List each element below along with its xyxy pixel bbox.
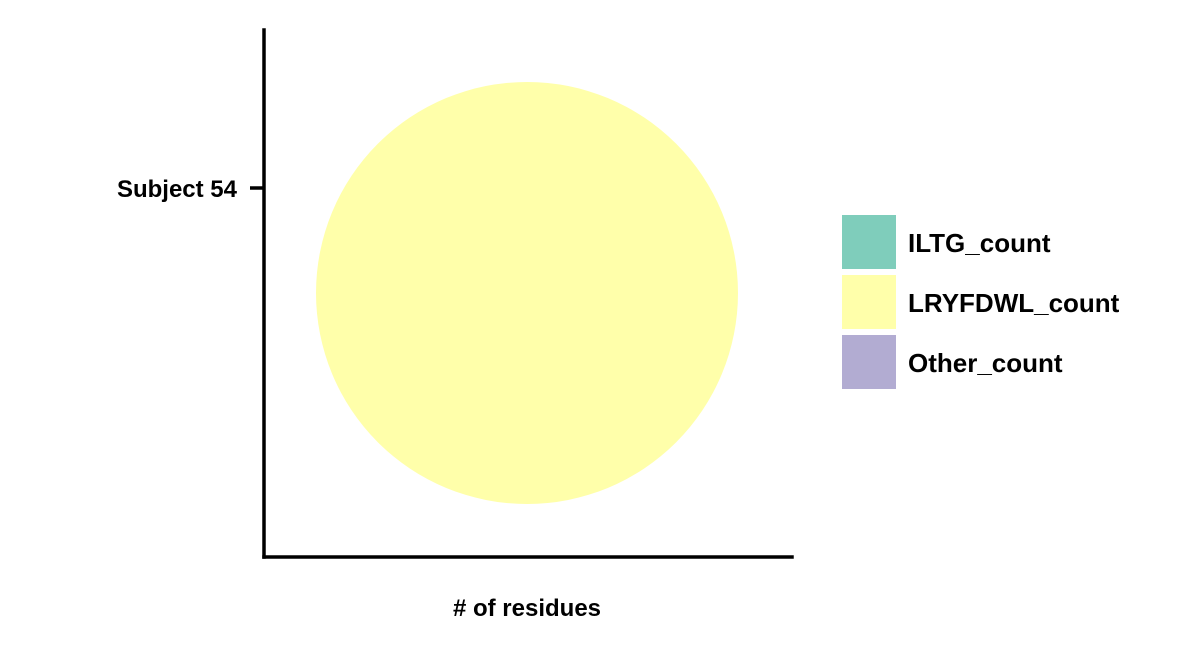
pie-slices [316, 82, 738, 504]
legend-label-iltg: ILTG_count [908, 228, 1051, 258]
pie-slice-lryfdwl-count [316, 82, 738, 504]
legend: ILTG_count LRYFDWL_count Other_count [842, 215, 1120, 389]
x-axis-title: # of residues [453, 595, 601, 622]
legend-label-other: Other_count [908, 348, 1063, 378]
legend-label-lryfdwl: LRYFDWL_count [908, 288, 1120, 318]
legend-swatch-iltg [842, 215, 896, 269]
legend-swatch-other [842, 335, 896, 389]
y-tick-label-subject: Subject 54 [117, 176, 238, 203]
legend-swatch-lryfdwl [842, 275, 896, 329]
